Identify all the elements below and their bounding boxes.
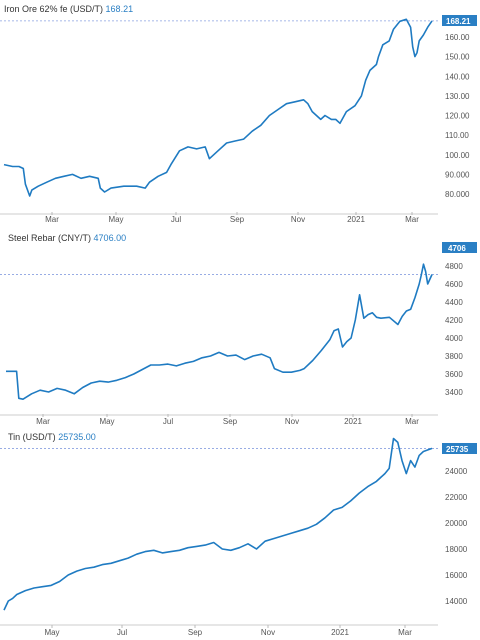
y-tick-label: 14000 xyxy=(445,597,468,606)
y-tick-label: 160.00 xyxy=(445,33,470,42)
title-text: Steel Rebar (CNY/T) xyxy=(8,233,91,243)
y-tick-label: 24000 xyxy=(445,467,468,476)
x-tick-label: Sep xyxy=(223,417,238,426)
y-tick-label: 3400 xyxy=(445,388,463,397)
steel-rebar-chart: Steel Rebar (CNY/T) 4706.00 4706 3400 360… xyxy=(0,228,480,433)
steel-rebar-svg: Steel Rebar (CNY/T) 4706.00 4706 3400 360… xyxy=(0,233,477,426)
x-tick-label: 2021 xyxy=(331,628,349,637)
tin-svg: Tin (USD/T) 25735.00 25735 14000 16000 180… xyxy=(0,433,477,637)
x-tick-label: Jul xyxy=(117,628,127,637)
x-tick-label: 2021 xyxy=(344,417,362,426)
x-tick-label: Nov xyxy=(291,215,305,224)
y-tick-label: 4400 xyxy=(445,298,463,307)
last-value-badge xyxy=(442,242,477,253)
x-tick-label: Jul xyxy=(163,417,173,426)
title-last-value: 4706.00 xyxy=(94,233,127,243)
x-tick-label: Jul xyxy=(171,215,181,224)
iron-ore-svg: Iron Ore 62% fe (USD/T) 168.21 168.21 80… xyxy=(0,4,477,224)
x-tick-label: May xyxy=(108,215,123,224)
y-tick-label: 4200 xyxy=(445,316,463,325)
y-tick-label: 18000 xyxy=(445,545,468,554)
y-tick-label: 16000 xyxy=(445,571,468,580)
y-tick-label: 3600 xyxy=(445,370,463,379)
price-series-line xyxy=(3,18,433,197)
x-tick-label: Mar xyxy=(405,417,419,426)
last-value-badge xyxy=(442,443,477,454)
x-tick-label: May xyxy=(99,417,114,426)
chart-title: Steel Rebar (CNY/T) 4706.00 xyxy=(8,233,126,243)
x-tick-label: Mar xyxy=(36,417,50,426)
y-tick-label: 90.000 xyxy=(445,170,470,179)
x-tick-label: May xyxy=(44,628,59,637)
y-tick-label: 130.00 xyxy=(445,92,470,101)
badge-text: 168.21 xyxy=(446,17,471,26)
y-tick-label: 4800 xyxy=(445,262,463,271)
y-tick-label: 120.00 xyxy=(445,112,470,121)
y-tick-label: 3800 xyxy=(445,352,463,361)
iron-ore-chart: Iron Ore 62% fe (USD/T) 168.21 168.21 80… xyxy=(0,0,480,228)
last-value-badge xyxy=(442,15,477,26)
tin-chart: Tin (USD/T) 25735.00 25735 14000 16000 180… xyxy=(0,433,480,640)
x-tick-label: Sep xyxy=(230,215,245,224)
title-text: Tin (USD/T) xyxy=(8,433,56,442)
chart-title: Iron Ore 62% fe (USD/T) 168.21 xyxy=(4,4,133,14)
price-series-line xyxy=(3,437,433,611)
x-tick-label: Nov xyxy=(285,417,299,426)
x-tick-label: Mar xyxy=(45,215,59,224)
x-tick-label: Sep xyxy=(188,628,203,637)
title-last-value: 25735.00 xyxy=(58,433,96,442)
y-tick-label: 150.00 xyxy=(445,53,470,62)
price-series-line xyxy=(6,263,433,400)
y-tick-label: 22000 xyxy=(445,493,468,502)
x-tick-label: 2021 xyxy=(347,215,365,224)
badge-text: 4706 xyxy=(448,244,466,253)
y-tick-label: 20000 xyxy=(445,519,468,528)
y-tick-label: 4000 xyxy=(445,334,463,343)
x-tick-label: Nov xyxy=(261,628,275,637)
chart-title: Tin (USD/T) 25735.00 xyxy=(8,433,96,442)
x-tick-label: Mar xyxy=(405,215,419,224)
y-tick-label: 110.00 xyxy=(445,131,469,140)
y-tick-label: 140.00 xyxy=(445,72,470,81)
x-tick-label: Mar xyxy=(398,628,412,637)
y-tick-label: 100.00 xyxy=(445,151,470,160)
y-tick-label: 4600 xyxy=(445,280,463,289)
title-text: Iron Ore 62% fe (USD/T) xyxy=(4,4,103,14)
badge-text: 25735 xyxy=(446,445,469,454)
title-last-value: 168.21 xyxy=(106,4,134,14)
y-tick-label: 80.000 xyxy=(445,190,470,199)
